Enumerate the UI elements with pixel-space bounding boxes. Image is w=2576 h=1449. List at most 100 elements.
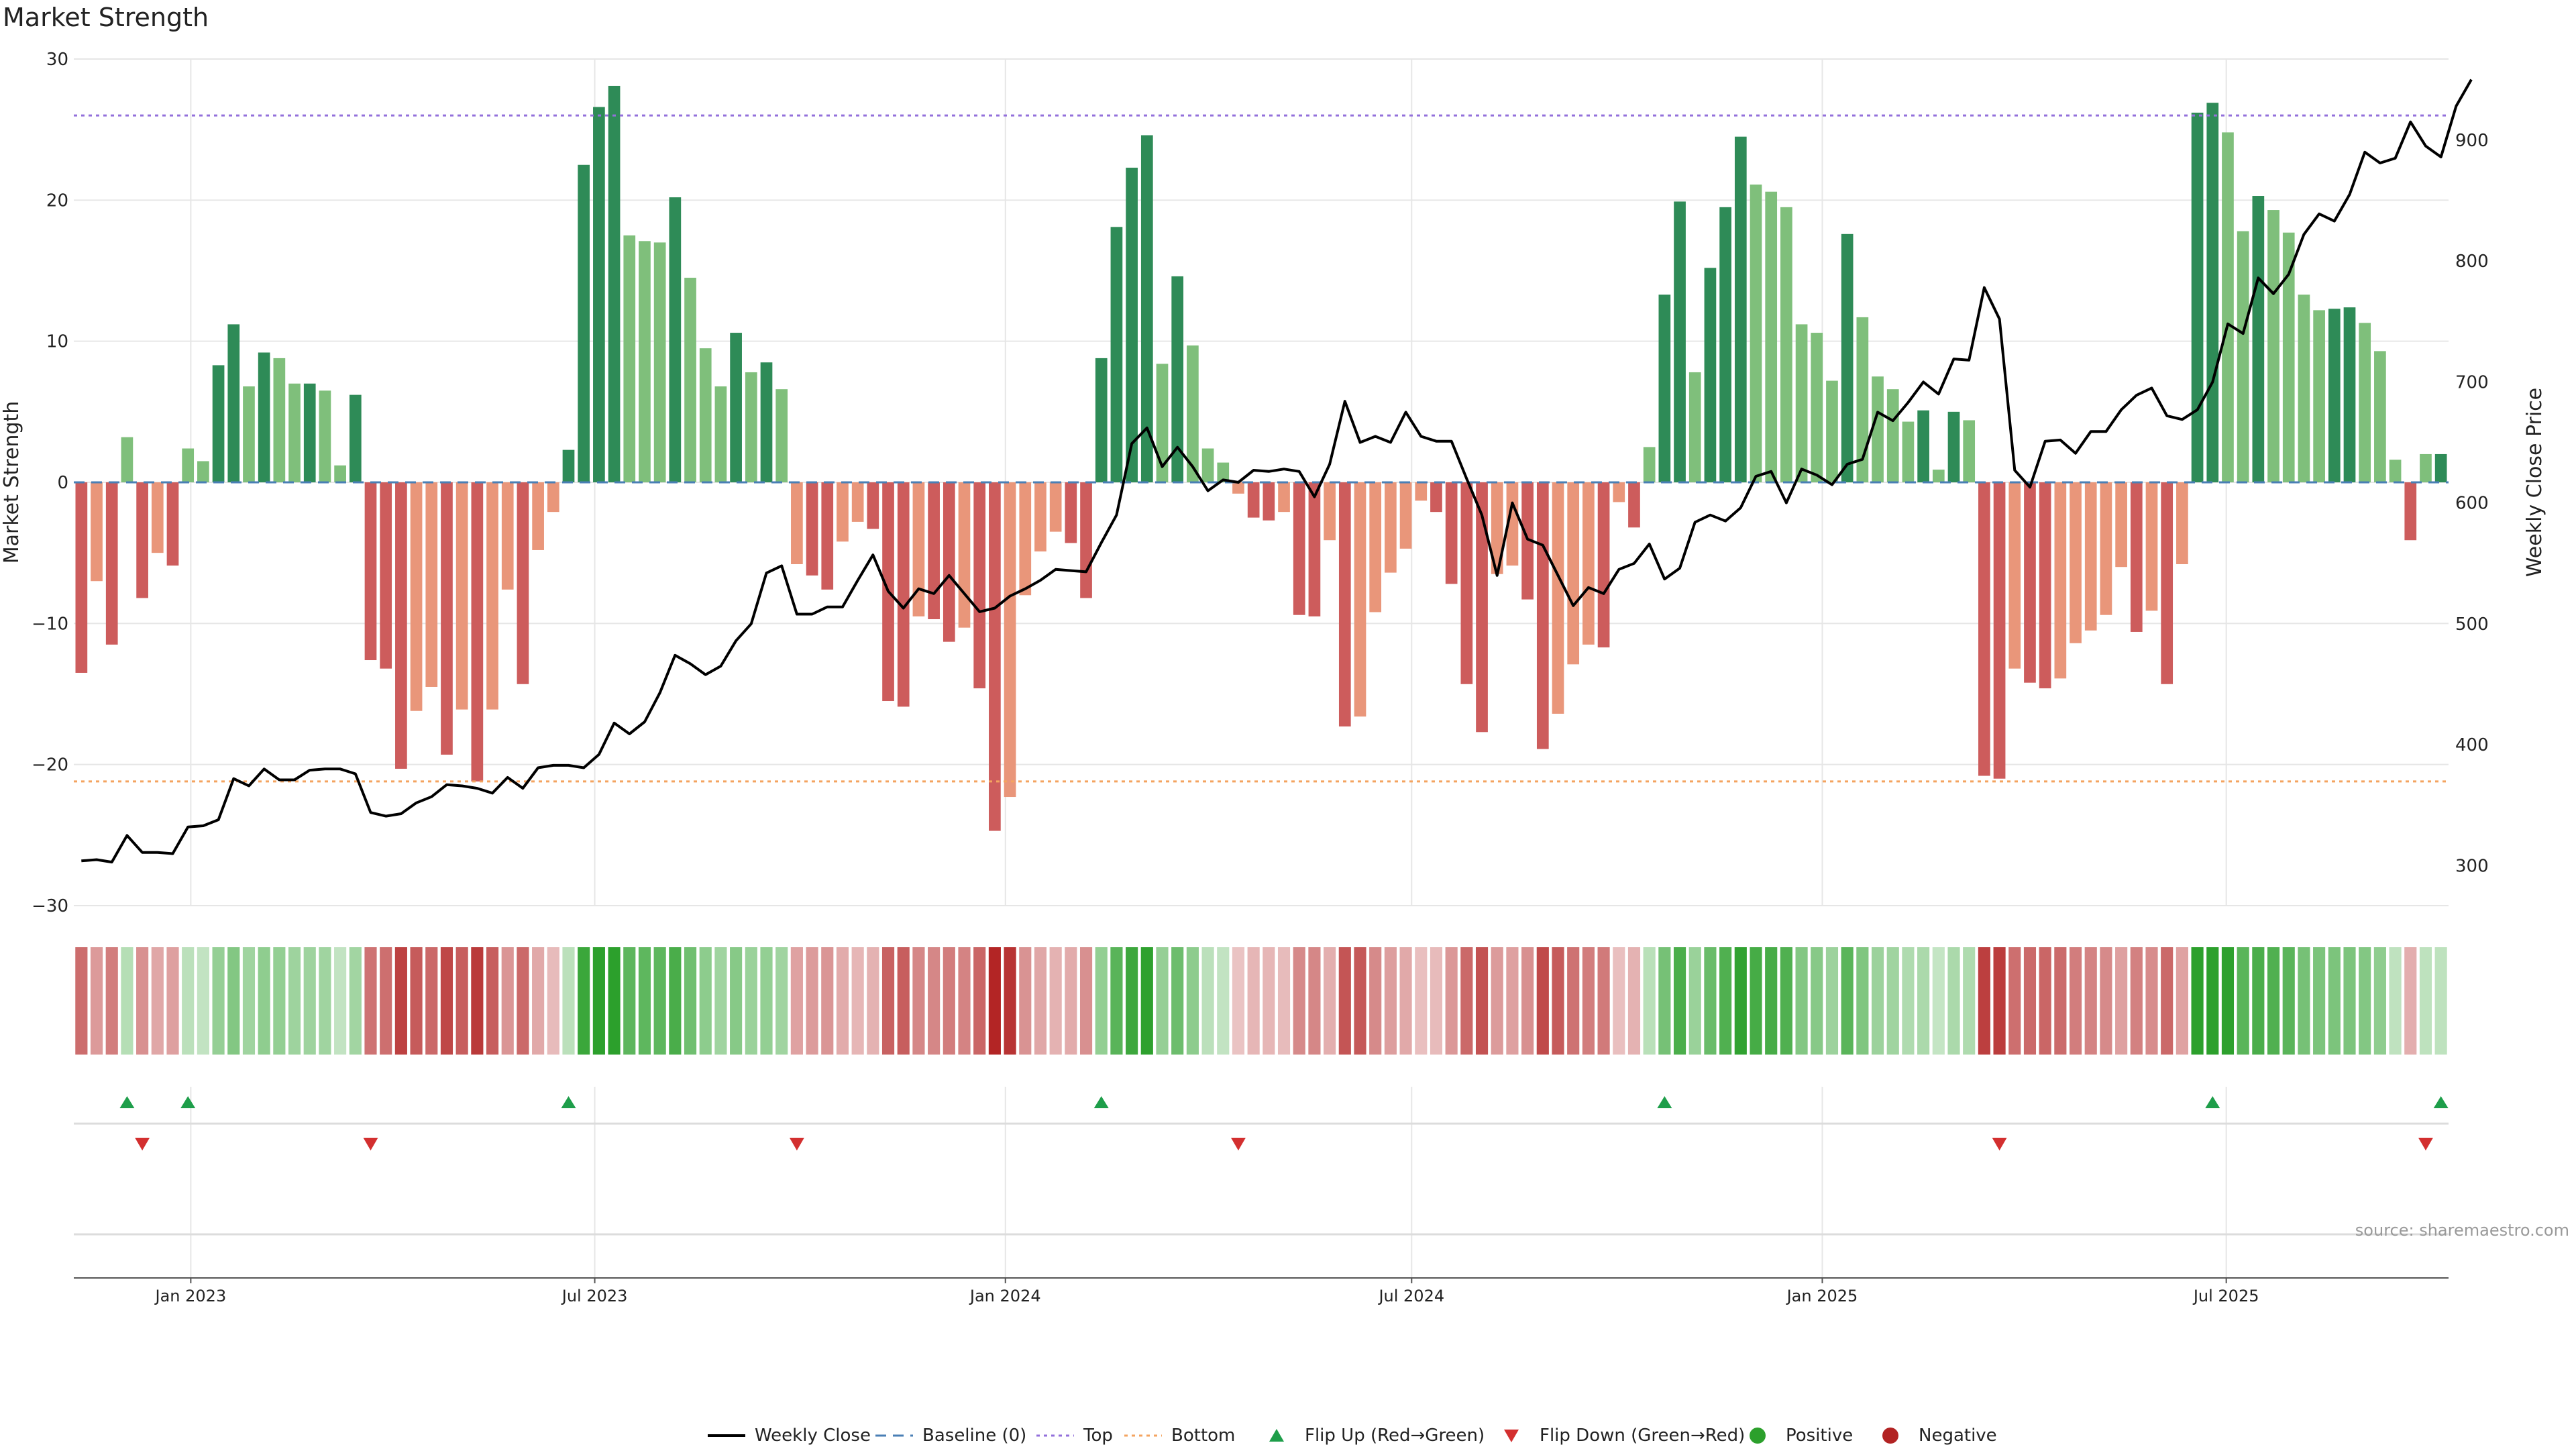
strength-bar-141 xyxy=(2222,132,2234,482)
heat-cell-32 xyxy=(562,947,575,1055)
strength-bar-9 xyxy=(212,365,225,482)
heat-cell-148 xyxy=(2328,947,2341,1055)
heat-cell-118 xyxy=(1871,947,1884,1055)
heat-cell-42 xyxy=(714,947,727,1055)
strength-bar-25 xyxy=(455,482,468,710)
heat-cell-69 xyxy=(1126,947,1138,1055)
heat-cell-34 xyxy=(592,947,605,1055)
strength-bar-44 xyxy=(745,372,757,482)
strength-bar-99 xyxy=(1582,482,1595,645)
y-axis-label: Market Strength xyxy=(0,401,23,564)
heat-cell-131 xyxy=(2069,947,2082,1055)
strength-bar-142 xyxy=(2237,231,2249,482)
heat-cell-68 xyxy=(1110,947,1123,1055)
heat-cell-29 xyxy=(517,947,529,1055)
strength-bar-108 xyxy=(1719,207,1731,482)
strength-bar-36 xyxy=(623,235,636,482)
strength-bar-50 xyxy=(837,482,849,542)
legend-label-5: Flip Down (Green→Red) xyxy=(1540,1426,1745,1446)
heat-cell-139 xyxy=(2191,947,2204,1055)
heat-cell-125 xyxy=(1978,947,1990,1055)
heat-cell-74 xyxy=(1201,947,1214,1055)
strength-bar-41 xyxy=(699,348,712,482)
y2-tick-label-1: 400 xyxy=(2455,735,2489,755)
heat-cell-117 xyxy=(1856,947,1869,1055)
heat-cell-24 xyxy=(440,947,453,1055)
strength-bar-46 xyxy=(775,389,788,482)
heat-cell-145 xyxy=(2282,947,2295,1055)
strength-bar-32 xyxy=(562,449,575,482)
heat-cell-141 xyxy=(2221,947,2235,1055)
strength-bar-126 xyxy=(1993,482,2006,779)
x-axis: Jan 2023 Jul 2023 Jan 2024 Jul 2024 Jan 2025… xyxy=(74,1277,2449,1305)
strength-bar-136 xyxy=(2145,482,2158,611)
strength-bar-145 xyxy=(2282,232,2295,482)
weekly-close-line xyxy=(81,78,2473,864)
strength-bar-137 xyxy=(2161,482,2174,684)
heat-cell-128 xyxy=(2023,947,2037,1055)
heat-cell-23 xyxy=(425,947,438,1055)
y-tick-label-4: −10 xyxy=(32,614,68,634)
y2-tick-label-5: 800 xyxy=(2455,252,2489,272)
legend-item-3: Bottom xyxy=(1124,1426,1235,1446)
heat-cell-35 xyxy=(608,947,621,1055)
strength-bar-16 xyxy=(319,390,331,482)
strength-bar-106 xyxy=(1688,372,1701,482)
strength-bar-127 xyxy=(2008,482,2021,669)
strength-bar-39 xyxy=(669,197,682,482)
strength-bar-89 xyxy=(1430,482,1442,513)
flip-up-marker-32 xyxy=(561,1096,576,1108)
heat-cell-126 xyxy=(1993,947,2006,1055)
heat-cell-64 xyxy=(1049,947,1062,1055)
reference-lines xyxy=(74,114,2449,783)
strength-bar-21 xyxy=(395,482,407,769)
heat-cell-28 xyxy=(501,947,514,1055)
strength-bar-93 xyxy=(1491,482,1503,574)
heat-cell-2 xyxy=(105,947,118,1055)
heat-cell-101 xyxy=(1613,947,1625,1055)
source-label: source: sharemaestro.com xyxy=(2355,1221,2569,1240)
heat-cell-16 xyxy=(319,947,331,1055)
heat-cell-4 xyxy=(136,947,149,1055)
flip-down-marker-126 xyxy=(1992,1138,2007,1150)
x-tick-label-5: Jul 2025 xyxy=(2192,1287,2259,1305)
legend-label-2: Top xyxy=(1083,1426,1113,1446)
y-tick-label-3: 0 xyxy=(57,473,68,493)
strength-bar-115 xyxy=(1826,380,1838,482)
strength-bar-8 xyxy=(197,461,209,482)
heat-cell-39 xyxy=(669,947,682,1055)
heat-cell-147 xyxy=(2313,947,2326,1055)
heat-cell-86 xyxy=(1384,947,1397,1055)
strength-bar-86 xyxy=(1385,482,1397,573)
heat-cell-62 xyxy=(1019,947,1032,1055)
strength-bar-124 xyxy=(1963,420,1976,482)
strength-bar-34 xyxy=(593,107,605,483)
flip-down-marker-4 xyxy=(135,1138,150,1150)
heat-cell-67 xyxy=(1095,947,1108,1055)
heat-cell-138 xyxy=(2176,947,2188,1055)
heat-cell-50 xyxy=(836,947,849,1055)
strength-bar-51 xyxy=(851,482,864,522)
heat-cell-71 xyxy=(1156,947,1169,1055)
strength-bar-94 xyxy=(1506,482,1519,566)
heat-cell-33 xyxy=(578,947,590,1055)
strength-bars xyxy=(75,85,2447,831)
strength-bar-77 xyxy=(1247,482,1260,518)
heat-cell-38 xyxy=(653,947,666,1055)
strength-bar-153 xyxy=(2404,482,2417,541)
strength-bar-55 xyxy=(912,482,925,616)
heat-cell-7 xyxy=(182,947,195,1055)
heat-cell-43 xyxy=(730,947,743,1055)
flip-up-marker-140 xyxy=(2205,1096,2220,1108)
heat-cell-57 xyxy=(943,947,955,1055)
x-tick-label-4: Jan 2025 xyxy=(1786,1287,1858,1305)
strength-bar-71 xyxy=(1156,364,1169,482)
strength-bar-60 xyxy=(989,482,1001,831)
heat-cell-102 xyxy=(1627,947,1641,1055)
strength-bar-143 xyxy=(2252,196,2265,482)
heat-cell-81 xyxy=(1308,947,1321,1055)
strength-bar-112 xyxy=(1780,207,1792,482)
strength-bar-123 xyxy=(1947,411,1960,482)
heat-cell-140 xyxy=(2206,947,2219,1055)
